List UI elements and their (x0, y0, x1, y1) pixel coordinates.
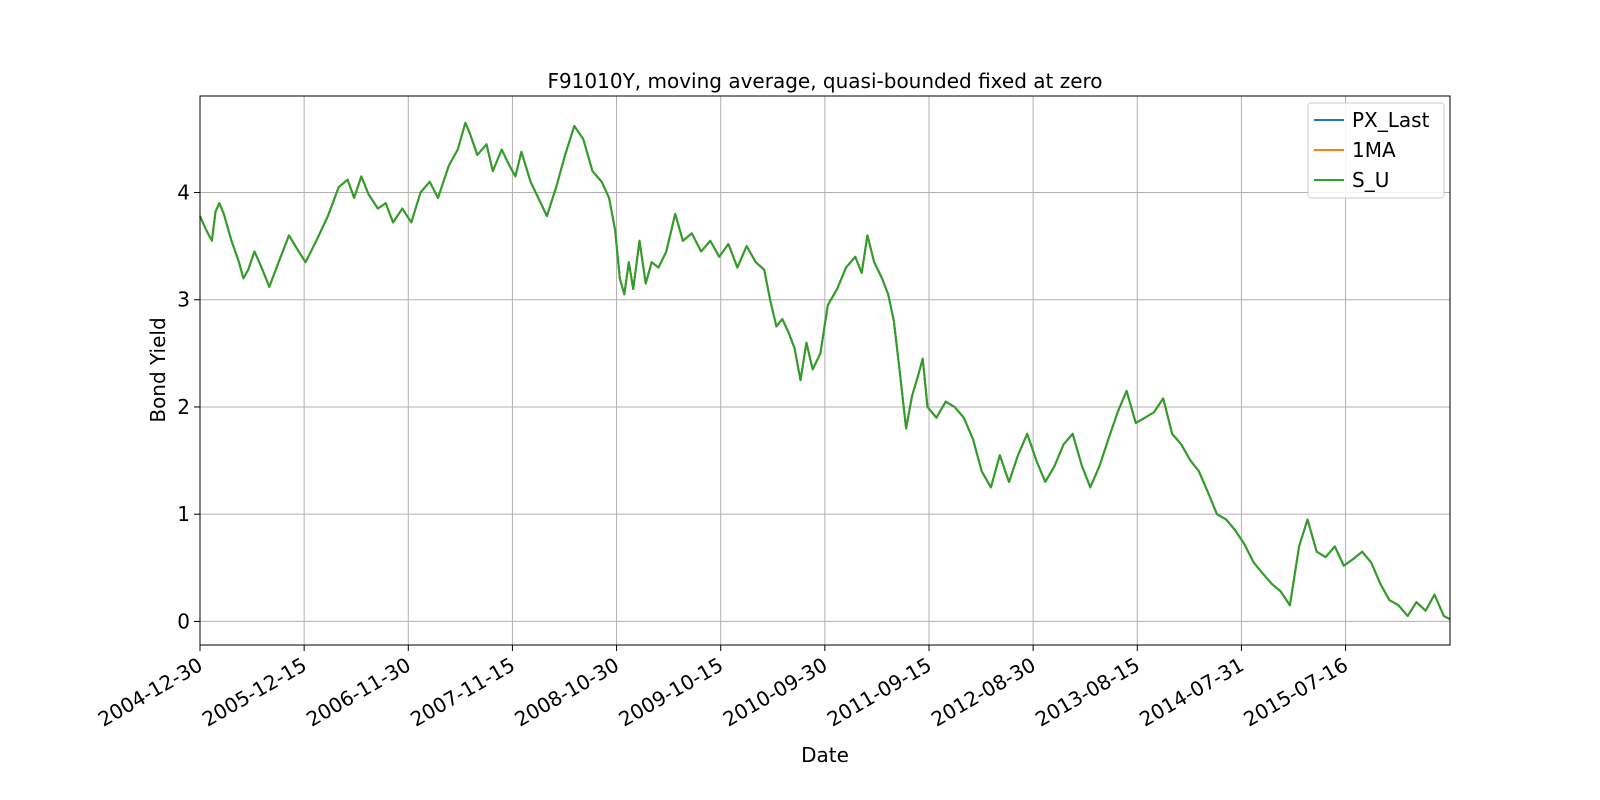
y-axis: 0 1 2 3 4 (177, 181, 200, 633)
y-tick-label: 0 (177, 609, 190, 633)
legend-label: PX_Last (1352, 108, 1430, 132)
series-line-s-u (199, 121, 1451, 621)
x-axis-label: Date (801, 743, 849, 767)
y-tick-label: 1 (177, 502, 190, 526)
y-tick-label: 3 (177, 288, 190, 312)
y-tick-label: 2 (177, 395, 190, 419)
chart-title: F91010Y, moving average, quasi-bounded f… (547, 69, 1102, 93)
legend-label: 1MA (1352, 138, 1396, 162)
y-axis-label: Bond Yield (146, 317, 170, 422)
series-layer (199, 121, 1451, 621)
legend: PX_Last 1MA S_U (1307, 102, 1445, 199)
legend-box (1307, 102, 1445, 199)
y-tick-label: 4 (177, 181, 190, 205)
grid (199, 96, 1450, 645)
legend-label: S_U (1352, 168, 1389, 192)
